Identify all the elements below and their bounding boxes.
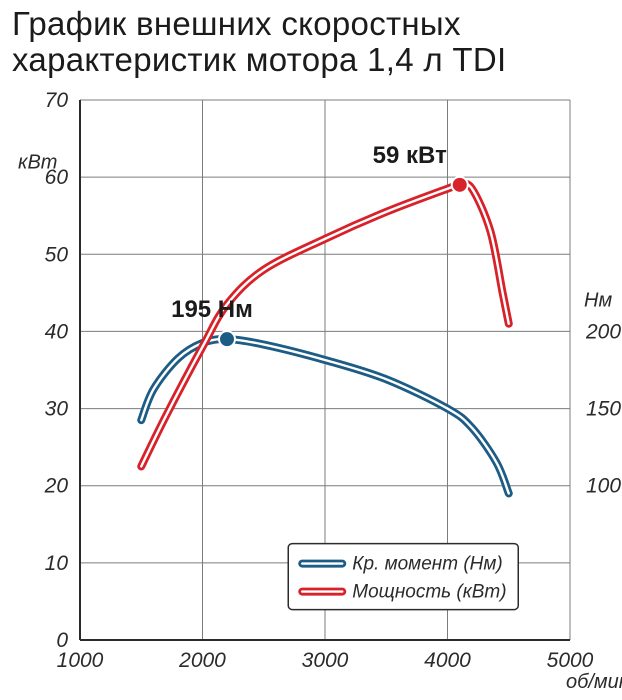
power-marker	[452, 177, 468, 193]
y-left-tick: 40	[45, 320, 69, 343]
y-right-tick: 150	[586, 398, 621, 421]
title-line-1: График внешних скоростных	[12, 5, 461, 42]
y-right-tick: 100	[586, 475, 621, 498]
legend-label-torque: Кр. момент (Нм)	[352, 554, 502, 575]
y-right-label: Нм	[584, 290, 612, 312]
x-tick: 5000	[547, 649, 594, 672]
chart-title: График внешних скоростных характеристик …	[12, 6, 506, 78]
torque-callout: 195 Нм	[171, 296, 253, 323]
x-label: об/мин	[566, 671, 622, 693]
y-left-tick: 50	[45, 243, 69, 266]
power-callout: 59 кВт	[373, 142, 447, 169]
x-tick: 1000	[57, 649, 104, 672]
title-line-2: характеристик мотора 1,4 л TDI	[12, 41, 506, 78]
x-tick: 4000	[424, 649, 471, 672]
y-left-tick: 30	[45, 398, 69, 421]
x-tick: 2000	[178, 649, 226, 672]
y-left-tick: 70	[45, 89, 69, 112]
x-tick: 3000	[302, 649, 349, 672]
chart-svg: 0102030405060701000200030004000500010015…	[0, 0, 622, 700]
y-left-tick: 10	[45, 552, 69, 575]
y-right-tick: 200	[585, 320, 621, 343]
y-left-label: кВт	[18, 152, 57, 174]
y-left-tick: 20	[44, 475, 69, 498]
torque-marker	[219, 331, 235, 347]
chart-container: График внешних скоростных характеристик …	[0, 0, 622, 700]
legend-label-power: Мощность (кВт)	[352, 582, 506, 603]
